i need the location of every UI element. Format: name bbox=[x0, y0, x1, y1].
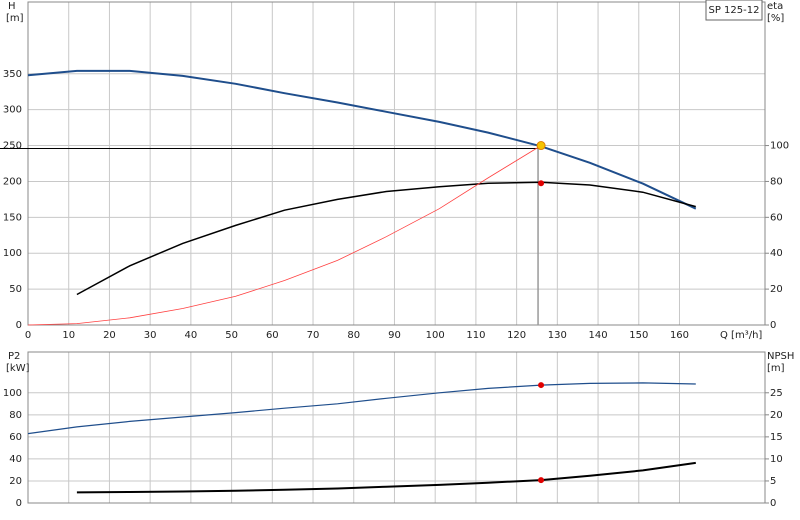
y-tick-label: 0 bbox=[16, 320, 22, 331]
y-tick-label: 100 bbox=[3, 388, 22, 399]
y-tick-label: 60 bbox=[9, 432, 22, 443]
duty-point bbox=[538, 477, 545, 484]
duty-point bbox=[538, 382, 545, 389]
y-tick-label: 150 bbox=[3, 212, 22, 223]
y2-axis-unit: [m] bbox=[767, 363, 785, 374]
x-tick-label: 150 bbox=[629, 330, 648, 341]
x-tick-label: 90 bbox=[388, 330, 401, 341]
y-axis-label: P2 bbox=[8, 351, 20, 362]
x-tick-label: 20 bbox=[103, 330, 116, 341]
x-tick-label: 110 bbox=[466, 330, 485, 341]
y2-tick-label: 100 bbox=[770, 141, 789, 152]
x-tick-label: 80 bbox=[347, 330, 360, 341]
y-tick-label: 100 bbox=[3, 248, 22, 259]
y2-tick-label: 80 bbox=[770, 176, 783, 187]
x-tick-label: 140 bbox=[589, 330, 608, 341]
y-tick-label: 200 bbox=[3, 176, 22, 187]
y-tick-label: 0 bbox=[16, 498, 22, 509]
y2-tick-label: 15 bbox=[770, 432, 783, 443]
y2-tick-label: 0 bbox=[770, 320, 776, 331]
curve bbox=[27, 145, 542, 326]
duty-point bbox=[538, 180, 545, 187]
curve bbox=[76, 461, 696, 494]
x-tick-label: 100 bbox=[426, 330, 445, 341]
x-tick-label: 30 bbox=[144, 330, 157, 341]
y-axis-label: H bbox=[8, 1, 16, 12]
y-tick-label: 20 bbox=[9, 476, 22, 487]
y-axis-unit: [kW] bbox=[6, 363, 30, 374]
plot-frame bbox=[27, 1, 766, 326]
x-tick-label: 40 bbox=[185, 330, 198, 341]
curve bbox=[27, 382, 696, 435]
y2-axis-label: NPSH bbox=[767, 351, 794, 362]
y-tick-label: 250 bbox=[3, 141, 22, 152]
y-axis-unit: [m] bbox=[6, 13, 24, 24]
y2-tick-label: 25 bbox=[770, 388, 783, 399]
y2-tick-label: 40 bbox=[770, 248, 783, 259]
x-tick-label: 60 bbox=[266, 330, 279, 341]
y-tick-label: 80 bbox=[9, 410, 22, 421]
y-tick-label: 40 bbox=[9, 454, 22, 465]
y2-tick-label: 5 bbox=[770, 476, 776, 487]
title-box bbox=[705, 0, 763, 21]
y-tick-label: 300 bbox=[3, 105, 22, 116]
x-axis-label: Q [m³/h] bbox=[720, 330, 762, 341]
y2-axis-unit: [%] bbox=[767, 13, 784, 24]
y2-tick-label: 10 bbox=[770, 454, 783, 465]
x-tick-label: 0 bbox=[25, 330, 31, 341]
y-tick-label: 350 bbox=[3, 69, 22, 80]
x-tick-label: 120 bbox=[507, 330, 526, 341]
curve bbox=[27, 69, 697, 210]
curve bbox=[76, 181, 696, 296]
y2-tick-label: 20 bbox=[770, 410, 783, 421]
x-tick-label: 70 bbox=[307, 330, 320, 341]
x-tick-label: 10 bbox=[62, 330, 75, 341]
y2-tick-label: 20 bbox=[770, 284, 783, 295]
y2-axis-label: eta bbox=[767, 1, 783, 12]
duty-point bbox=[536, 141, 546, 151]
y2-tick-label: 0 bbox=[770, 498, 776, 509]
y2-tick-label: 60 bbox=[770, 212, 783, 223]
x-tick-label: 130 bbox=[548, 330, 567, 341]
y-tick-label: 50 bbox=[9, 284, 22, 295]
chart-title: SP 125-12 bbox=[709, 5, 760, 16]
x-tick-label: 50 bbox=[225, 330, 238, 341]
x-tick-label: 160 bbox=[670, 330, 689, 341]
plot-frame bbox=[27, 351, 766, 504]
